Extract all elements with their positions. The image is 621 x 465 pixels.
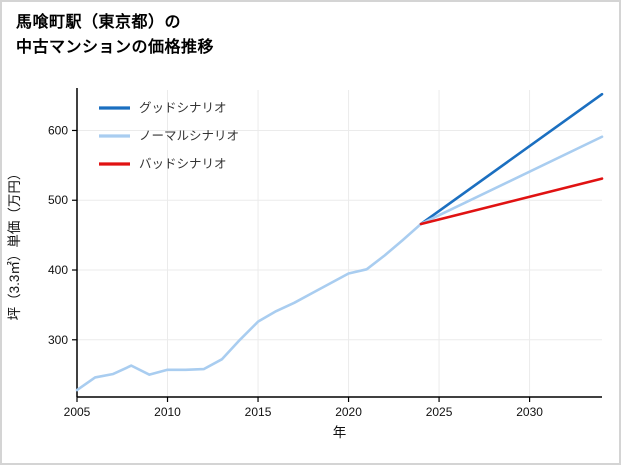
x-tick-label: 2030 — [516, 405, 543, 419]
series-history-line — [75, 222, 423, 392]
series-normal-line — [419, 135, 604, 226]
chart-title-line1: 馬喰町駅（東京都）の — [16, 14, 182, 31]
chart-title: 馬喰町駅（東京都）の 中古マンションの価格推移 — [16, 10, 214, 60]
x-tick-label: 2025 — [426, 405, 453, 419]
price-trend-chart: 300 400 500 600 2005 2010 2015 2020 2025 2030 年 坪（3… — [7, 88, 604, 440]
x-tick-label: 2010 — [154, 405, 181, 419]
x-tick-label: 2015 — [245, 405, 272, 419]
x-tick-label: 2005 — [64, 405, 91, 419]
y-tick-label: 300 — [48, 333, 68, 347]
series-bad-line — [419, 177, 604, 226]
legend-label-2: バッドシナリオ — [139, 157, 227, 171]
y-tick-label: 500 — [48, 193, 68, 207]
x-axis-label: 年 — [333, 425, 347, 440]
x-tick-label: 2020 — [335, 405, 362, 419]
chart-title-line2: 中古マンションの価格推移 — [16, 39, 215, 56]
legend-label-1: ノーマルシナリオ — [139, 129, 239, 143]
legend-label-0: グッドシナリオ — [139, 101, 227, 115]
y-axis-label: 坪（3.3㎡）単価（万円） — [7, 167, 22, 321]
y-tick-label: 600 — [48, 123, 68, 137]
series-good-line — [419, 92, 604, 226]
y-tick-label: 400 — [48, 263, 68, 277]
